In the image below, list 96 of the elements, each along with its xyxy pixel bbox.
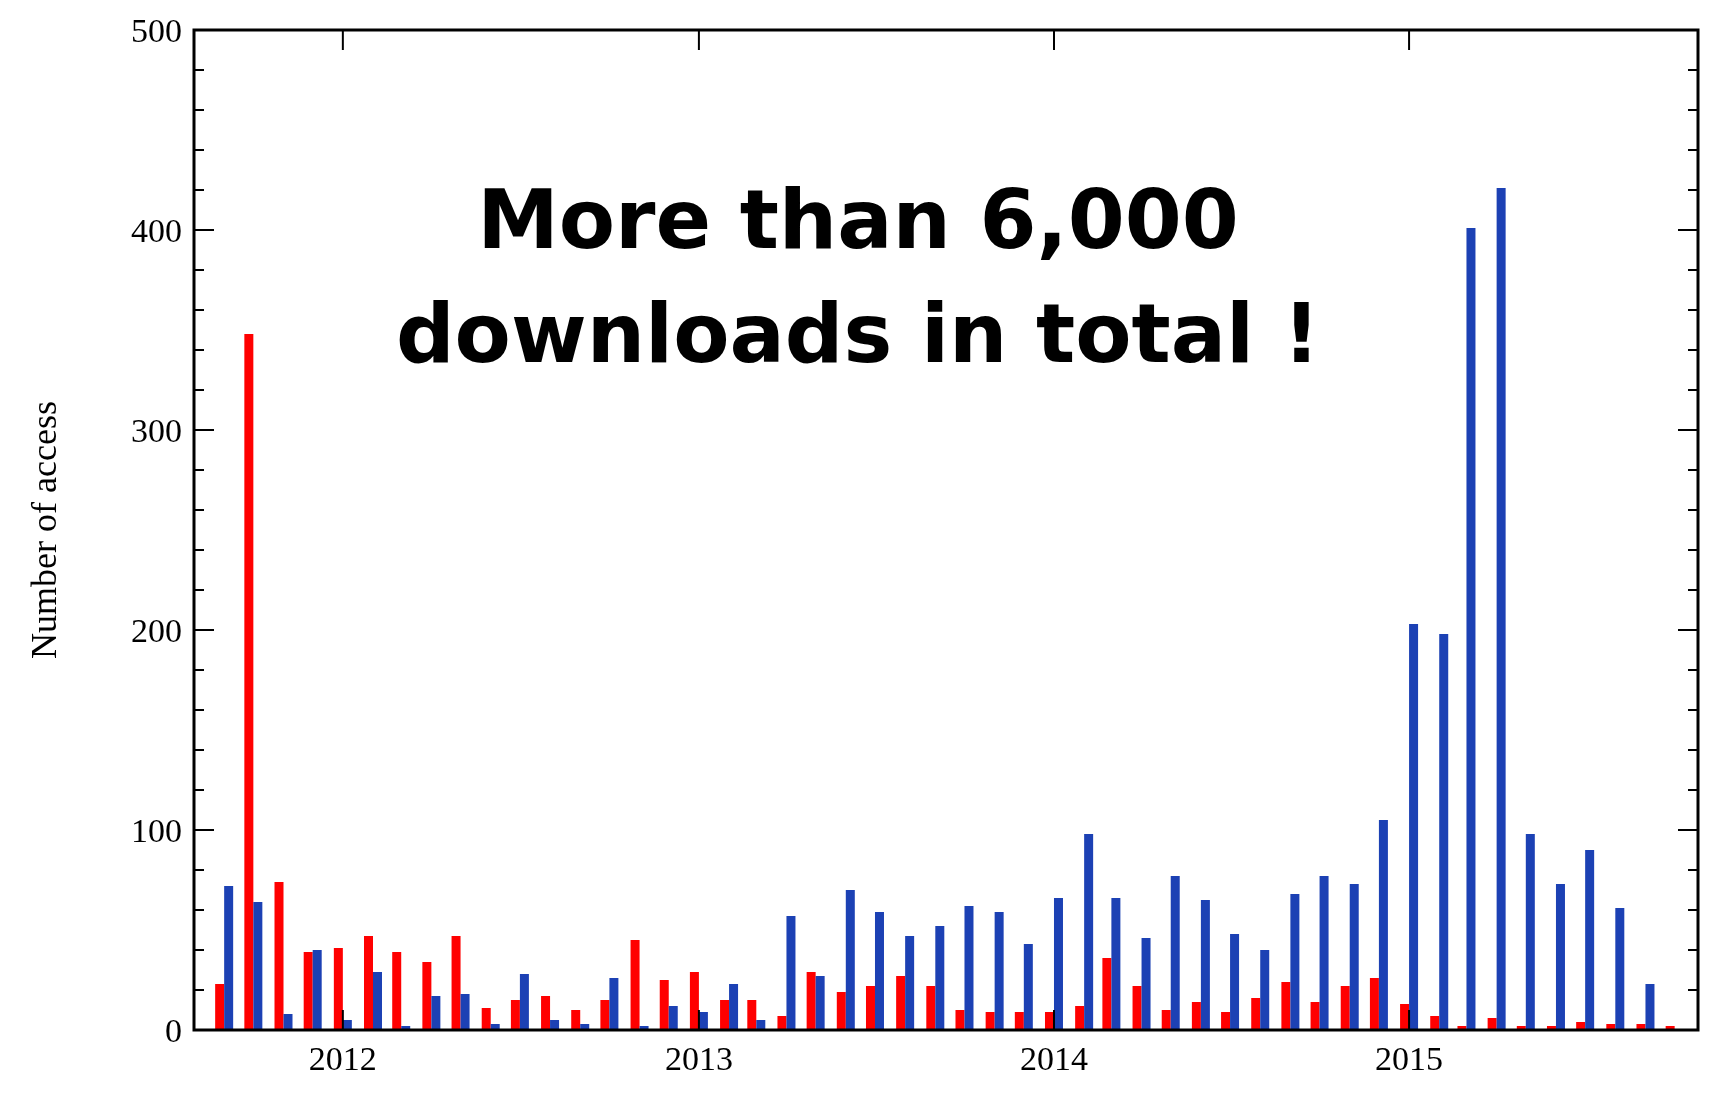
bar — [659, 980, 669, 1030]
annotation: More than 6,000 downloads in total ! — [395, 172, 1321, 381]
x-tick-label: 2015 — [1375, 1040, 1444, 1077]
bar — [689, 972, 699, 1030]
bar — [1645, 984, 1655, 1030]
bar — [1221, 1012, 1231, 1030]
x-tick-label: 2012 — [308, 1040, 377, 1077]
bar — [747, 1000, 757, 1030]
bar — [244, 334, 254, 1030]
bar — [1349, 884, 1359, 1030]
bar — [668, 1006, 678, 1030]
bar — [1290, 894, 1300, 1030]
bar — [1053, 898, 1063, 1030]
bar — [806, 972, 816, 1030]
bar — [777, 1016, 787, 1030]
bar — [1102, 958, 1112, 1030]
bar — [460, 994, 470, 1030]
bar — [874, 912, 884, 1030]
bar — [896, 976, 906, 1030]
bar — [836, 992, 846, 1030]
bar — [609, 978, 619, 1030]
bar — [283, 1014, 293, 1030]
bar — [1251, 998, 1261, 1030]
bar — [364, 936, 373, 1030]
bar — [1319, 876, 1329, 1030]
y-tick-label: 0 — [165, 1011, 182, 1049]
bar — [1525, 834, 1535, 1030]
bar — [1111, 898, 1121, 1030]
y-tick-label: 200 — [131, 611, 182, 649]
bar — [303, 952, 313, 1030]
bar — [541, 996, 551, 1030]
bar — [550, 1020, 560, 1030]
bar — [1615, 908, 1625, 1030]
y-axis-title: Number of access — [24, 401, 64, 659]
bar — [865, 986, 875, 1030]
bar — [1132, 986, 1142, 1030]
bar — [1084, 834, 1094, 1030]
bar — [1340, 986, 1350, 1030]
bar — [1369, 978, 1379, 1030]
bar — [935, 926, 945, 1030]
bar — [815, 976, 825, 1030]
bar — [1023, 944, 1033, 1030]
bar — [994, 912, 1004, 1030]
bar — [481, 1008, 491, 1030]
bar — [786, 916, 796, 1030]
bar — [224, 886, 234, 1030]
bar — [720, 1000, 730, 1030]
bar — [964, 906, 974, 1030]
y-tick-label: 500 — [131, 11, 182, 49]
bar — [519, 974, 529, 1030]
bar — [274, 882, 284, 1030]
bar — [845, 890, 855, 1030]
bar — [1161, 1010, 1171, 1030]
bar — [1430, 1016, 1440, 1030]
bar — [373, 972, 382, 1030]
bar — [1378, 820, 1388, 1030]
bar — [1466, 228, 1476, 1030]
bar — [905, 936, 915, 1030]
bar — [985, 1012, 995, 1030]
bar — [1496, 188, 1506, 1030]
bar — [756, 1020, 766, 1030]
bar — [451, 936, 461, 1030]
bar — [1439, 634, 1449, 1030]
bar — [1075, 1006, 1085, 1030]
bar — [1409, 624, 1419, 1030]
bar — [926, 986, 936, 1030]
y-tick-label: 300 — [131, 411, 182, 449]
bar — [1200, 900, 1210, 1030]
bar — [1310, 1002, 1320, 1030]
y-tick-label: 400 — [131, 211, 182, 249]
bar — [253, 902, 263, 1030]
bar — [1555, 884, 1565, 1030]
bar — [431, 996, 441, 1030]
y-tick-label: 100 — [131, 811, 182, 849]
bar — [630, 940, 640, 1030]
bar — [1487, 1018, 1497, 1030]
bar — [1141, 938, 1151, 1030]
bar — [955, 1010, 965, 1030]
bar — [1585, 850, 1595, 1030]
bar — [571, 1010, 581, 1030]
bar — [1170, 876, 1180, 1030]
x-tick-label: 2013 — [664, 1040, 733, 1077]
bar — [510, 1000, 520, 1030]
bar — [729, 984, 739, 1030]
bar — [215, 984, 225, 1030]
bar — [312, 950, 322, 1030]
bar — [392, 952, 402, 1030]
bar — [600, 1000, 610, 1030]
bar — [1260, 950, 1270, 1030]
bar — [422, 962, 432, 1030]
x-tick-label: 2014 — [1019, 1040, 1088, 1077]
bar — [1281, 982, 1291, 1030]
bar — [333, 948, 343, 1030]
bar — [1230, 934, 1240, 1030]
bar — [1191, 1002, 1201, 1030]
bar — [1014, 1012, 1024, 1030]
